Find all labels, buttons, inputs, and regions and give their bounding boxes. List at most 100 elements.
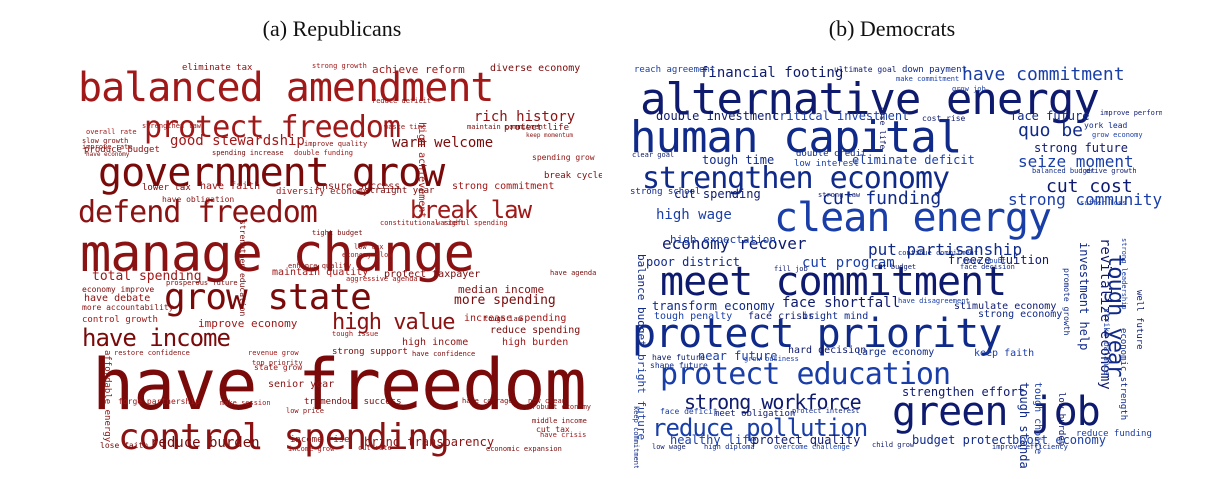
republicans-word: have agenda	[550, 269, 597, 277]
democrats-word: low interest	[794, 159, 860, 169]
democrats-word: poor district	[646, 255, 740, 269]
republicans-word: protect life	[504, 123, 570, 133]
democrats-word: well future	[1134, 290, 1144, 350]
republicans-word: prosperous future	[166, 279, 238, 287]
republicans-word: income grow	[288, 445, 335, 453]
republicans-word: constitutional right	[380, 219, 465, 227]
democrats-word: cut cost	[1046, 176, 1133, 197]
republicans-word: straight year	[364, 186, 435, 196]
republicans-word: government grow	[98, 150, 445, 196]
republicans-word: forge partnership	[118, 397, 200, 406]
republicans-word: economy slow	[342, 251, 393, 259]
republicans-word: low price	[286, 407, 324, 415]
democrats-word: economy recover	[662, 234, 807, 253]
democrats-word: cut spending	[674, 187, 761, 201]
republicans-word: tough issue	[332, 330, 379, 338]
republicans-word: improve economy	[198, 317, 298, 330]
democrats-word: improve performance	[1100, 109, 1162, 117]
republicans-word: bring transparency	[364, 435, 495, 449]
democrats-word: seize moment	[1018, 152, 1134, 171]
republicans-word: spending increase	[212, 149, 284, 157]
democrats-word: high wage	[656, 207, 732, 223]
republicans-word: enhance quality	[288, 262, 352, 270]
republicans-word: eliminate tax	[182, 63, 253, 73]
republicans-word: income rise	[290, 435, 350, 445]
republicans-word: restore confidence	[114, 349, 190, 357]
republicans-word: have obligation	[162, 195, 235, 204]
democrats-word: improve efficiency	[992, 443, 1068, 451]
republicans-word: top priority	[252, 359, 303, 367]
republicans-word: good stewardship	[170, 133, 305, 149]
republicans-word: cut rate	[358, 444, 392, 452]
republicans-word: overall rate	[86, 128, 137, 136]
democrats-word: eliminate deficit	[852, 153, 975, 167]
caption-republicans: (a) Republicans	[262, 16, 402, 41]
republicans-word: double funding	[294, 149, 354, 157]
republicans-word: keep momentum	[526, 132, 573, 139]
republicans-word: high achievement	[416, 122, 427, 219]
republicans-word: maintain commitment	[467, 123, 548, 131]
republicans-word: state grow	[254, 363, 303, 372]
republicans-word: maintain quality	[272, 267, 369, 278]
democrats-word: down payment	[902, 65, 968, 75]
democrats-word: cut budget	[874, 263, 917, 271]
democrats-word: low burden	[1056, 392, 1066, 447]
democrats-word: critical investment	[772, 109, 910, 123]
democrats-word: strong economy	[978, 309, 1063, 320]
republicans-word: warm welcome	[392, 135, 494, 151]
republicans-word: low tax	[354, 243, 384, 251]
democrats-word: strike balance	[1102, 308, 1111, 376]
democrats-word: face shortfall	[782, 295, 901, 311]
republicans-word: break cycle	[544, 171, 602, 181]
republicans-word: cut tax	[536, 425, 570, 434]
republicans-word: middle income	[532, 417, 587, 425]
democrats-word: financial footing	[700, 65, 844, 81]
democrats-word: healthy life	[670, 433, 757, 447]
democrats-word: ultimate goal	[834, 65, 897, 74]
republicans-word: revenue grow	[248, 349, 299, 357]
democrats-word: shape future	[650, 361, 708, 370]
republicans-word: wasteful spending	[436, 219, 508, 227]
republicans-word: reduce burden	[150, 435, 260, 451]
republicans-word: robust economy	[532, 403, 592, 411]
republicans-word: have confidence	[412, 350, 476, 358]
republicans-word: break law	[410, 196, 532, 224]
democrats-word: have future	[652, 353, 705, 362]
republicans-word: more spending	[454, 293, 556, 308]
democrats-word: high expectation	[670, 233, 776, 246]
republicans-word: total spending	[92, 269, 202, 284]
democrats-word: grow job	[952, 85, 986, 93]
democrats-word: reduce funding	[1076, 429, 1152, 439]
democrats-word: boost economy	[1012, 433, 1106, 447]
democrats-word: make commitment	[896, 75, 960, 83]
republicans-word: new clean	[528, 397, 566, 405]
democrats-word: double investment	[656, 109, 779, 123]
democrats-word: investment help	[1077, 242, 1091, 351]
democrats-word: strong school	[630, 187, 701, 197]
republicans-word: manage change	[80, 224, 475, 284]
democrats-word: large economy	[856, 347, 935, 358]
democrats-word: protect quality	[752, 433, 861, 447]
republicans-word: defend freedom	[78, 195, 318, 230]
democrats-word: face future	[1010, 109, 1090, 123]
democrats-word: tough time	[702, 153, 775, 167]
wordcloud-democrats: alternative energy human capital clean ene…	[622, 58, 1162, 468]
democrats-word: strong leadership	[1120, 238, 1128, 310]
democrats-word: york lead	[1084, 121, 1128, 130]
democrats-word: suffer loss	[1080, 199, 1127, 207]
republicans-word: improve rate	[82, 143, 133, 151]
democrats-word: face deficit	[660, 407, 718, 416]
republicans-word: rich history	[474, 109, 576, 125]
republicans-word: increase spending	[464, 313, 567, 324]
democrats-word: cut funding	[822, 188, 942, 209]
democrats-word: strengthen effort	[902, 385, 1025, 399]
republicans-word: protect taxpayer	[384, 269, 481, 280]
democrats-word: strengthen economy	[642, 161, 950, 196]
democrats-word: grow economy	[1092, 131, 1143, 139]
republicans-word: improve quality	[304, 140, 368, 148]
republicans-word: strong growth	[312, 62, 367, 70]
democrats-word: face crisis	[748, 311, 815, 322]
democrats-word: freeze tuition	[948, 253, 1050, 267]
republicans-word: make session	[220, 399, 271, 407]
democrats-word: near future	[698, 349, 778, 363]
